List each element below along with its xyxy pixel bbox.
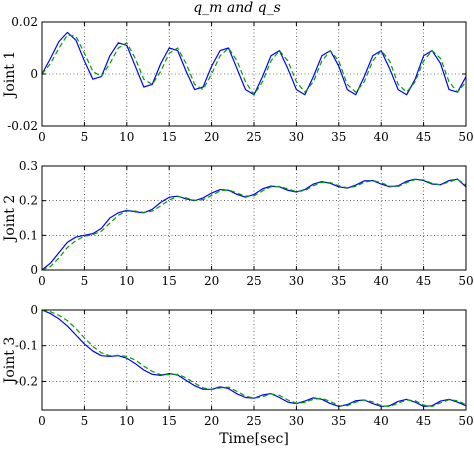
x-tick-label: 30 [289,130,304,144]
x-tick-label: 50 [458,414,473,428]
x-tick-label: 25 [246,414,261,428]
x-tick-label: 0 [38,274,46,288]
x-tick-label: 45 [416,130,431,144]
grid [42,22,466,126]
x-tick-label: 0 [38,130,46,144]
x-tick-label: 35 [331,414,346,428]
y-tick-label: 0.3 [19,159,38,173]
x-tick-label: 5 [81,274,89,288]
y-tick-label: 0 [30,263,38,277]
plot-area [42,166,466,270]
x-tick-label: 45 [416,274,431,288]
y-axis-label: Joint 2 [2,195,18,244]
x-tick-label: 10 [119,130,134,144]
x-tick-label: 15 [162,130,177,144]
y-tick-label: 0 [30,67,38,81]
y-tick-label: 0.1 [19,228,38,242]
y-tick-label: -0.02 [7,119,38,133]
series-line-2 [41,178,467,271]
y-tick-label: -0.1 [15,339,38,353]
x-tick-label: 20 [204,414,219,428]
x-tick-label: 35 [331,130,346,144]
y-axis-label: Joint 3 [2,337,18,386]
x-tick-label: 20 [204,130,219,144]
x-tick-label: 25 [246,274,261,288]
y-tick-label: 0.2 [19,194,38,208]
x-tick-label: 5 [81,414,89,428]
x-tick-label: 20 [204,274,219,288]
x-tick-label: 50 [458,130,473,144]
x-tick-label: 0 [38,414,46,428]
y-axis-label: Joint 1 [2,51,18,100]
x-tick-label: 5 [81,130,89,144]
x-tick-label: 10 [119,414,134,428]
grid [42,310,466,410]
x-tick-label: 25 [246,130,261,144]
series-line-2 [41,34,467,96]
x-tick-label: 15 [162,274,177,288]
chart-title: q_m and q_s [193,0,281,16]
series-line-2 [41,309,467,408]
x-axis-label: Time[sec] [219,431,289,447]
x-tick-label: 40 [374,274,389,288]
x-tick-label: 35 [331,274,346,288]
series-line-1 [41,309,467,408]
joint-2-panel: 0 5 10 15 20 25 30 35 40 45 50 0 0.1 0.2 0.3 Joint 2 [2,159,474,288]
y-tick-label: 0 [30,303,38,317]
x-tick-label: 40 [374,414,389,428]
grid [42,166,466,270]
x-tick-label: 30 [289,274,304,288]
y-tick-label: -0.2 [15,374,38,388]
x-tick-label: 45 [416,414,431,428]
x-tick-label: 40 [374,130,389,144]
x-tick-label: 10 [119,274,134,288]
x-tick-label: 15 [162,414,177,428]
y-tick-label: 0.02 [11,15,38,29]
x-tick-label: 50 [458,274,473,288]
x-tick-label: 30 [289,414,304,428]
series-line-1 [41,178,467,271]
